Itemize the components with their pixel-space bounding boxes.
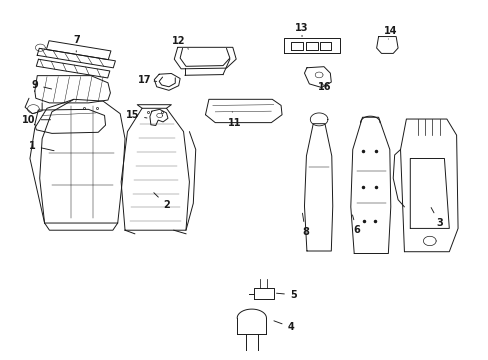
- Text: 16: 16: [318, 82, 331, 93]
- Text: 14: 14: [383, 26, 397, 39]
- Text: 8: 8: [302, 213, 308, 237]
- Text: 2: 2: [154, 193, 169, 210]
- Text: 12: 12: [172, 36, 188, 49]
- Text: 13: 13: [295, 23, 308, 37]
- Text: 1: 1: [29, 141, 54, 151]
- Text: 17: 17: [138, 75, 157, 85]
- Text: 5: 5: [276, 290, 296, 300]
- Text: 3: 3: [430, 208, 442, 228]
- Text: 6: 6: [352, 215, 359, 235]
- Text: 4: 4: [273, 321, 294, 332]
- Text: 10: 10: [22, 115, 50, 125]
- Text: 11: 11: [227, 112, 241, 128]
- Text: 9: 9: [31, 80, 52, 90]
- Text: 7: 7: [73, 35, 80, 52]
- Text: 15: 15: [125, 111, 147, 121]
